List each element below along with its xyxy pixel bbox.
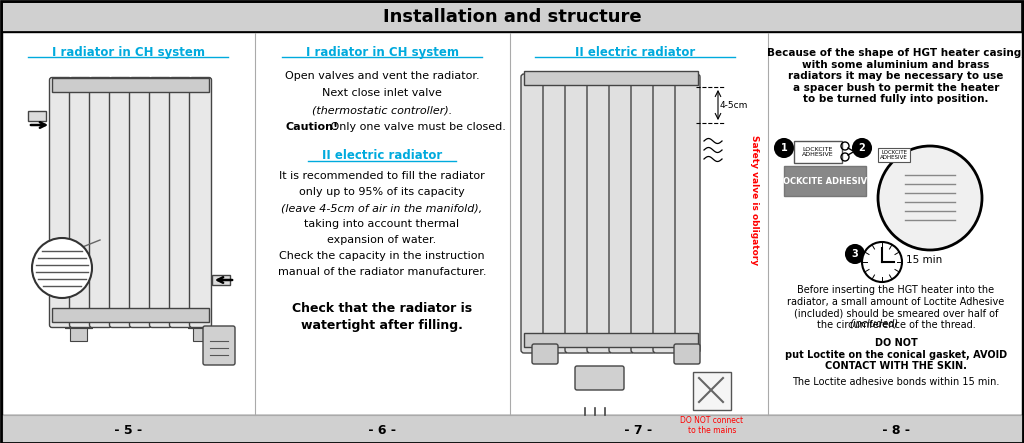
Text: - 8 -: - 8 - — [878, 424, 914, 436]
FancyBboxPatch shape — [609, 74, 634, 353]
FancyBboxPatch shape — [631, 74, 656, 353]
FancyBboxPatch shape — [70, 78, 91, 327]
FancyBboxPatch shape — [674, 344, 700, 364]
Bar — [524, 333, 698, 347]
Text: I radiator in CH system: I radiator in CH system — [51, 46, 205, 58]
Circle shape — [853, 139, 871, 157]
Text: II electric radiator: II electric radiator — [574, 46, 695, 58]
FancyBboxPatch shape — [150, 78, 171, 327]
Text: expansion of water.: expansion of water. — [328, 235, 436, 245]
Text: - 5 -: - 5 - — [110, 424, 146, 436]
Text: DO NOT connect
to the mains: DO NOT connect to the mains — [680, 416, 743, 435]
Text: - 7 -: - 7 - — [620, 424, 656, 436]
Text: DO NOT
put Loctite on the conical gasket, AVOID
CONTACT WITH THE SKIN.: DO NOT put Loctite on the conical gasket… — [785, 338, 1007, 371]
Text: Open valves and vent the radiator.: Open valves and vent the radiator. — [285, 71, 479, 81]
Text: Check that the radiator is: Check that the radiator is — [292, 302, 472, 315]
Text: It is recommended to fill the radiator: It is recommended to fill the radiator — [280, 171, 485, 181]
Bar — [794, 141, 842, 163]
Bar — [524, 71, 698, 85]
Bar — [2, 415, 1022, 443]
Text: taking into account thermal: taking into account thermal — [304, 219, 460, 229]
Text: 1: 1 — [780, 143, 787, 153]
Circle shape — [862, 242, 902, 282]
Circle shape — [32, 238, 92, 298]
Text: (thermostatic controller).: (thermostatic controller). — [312, 105, 453, 115]
Text: The Loctite adhesive bonds within 15 min.: The Loctite adhesive bonds within 15 min… — [793, 377, 999, 387]
Bar — [693, 372, 731, 410]
Text: Before inserting the HGT heater into the
radiator, a small amount of Loctite Adh: Before inserting the HGT heater into the… — [787, 285, 1005, 330]
Text: 15 min: 15 min — [906, 255, 942, 265]
Text: Because of the shape of HGT heater casing,
with some aluminium and brass
radiato: Because of the shape of HGT heater casin… — [767, 48, 1024, 105]
Bar — [2, 2, 1022, 32]
Text: (included): (included) — [850, 318, 899, 328]
Bar — [2, 32, 1022, 415]
FancyBboxPatch shape — [110, 78, 131, 327]
Text: Caution!: Caution! — [285, 122, 338, 132]
Text: 4-5cm: 4-5cm — [720, 101, 749, 109]
Bar — [52, 308, 209, 322]
FancyBboxPatch shape — [189, 78, 212, 327]
FancyBboxPatch shape — [49, 78, 72, 327]
FancyBboxPatch shape — [170, 78, 191, 327]
FancyBboxPatch shape — [587, 74, 612, 353]
Text: - 6 -: - 6 - — [364, 424, 400, 436]
Text: LOCKCITE
ADHESIVE: LOCKCITE ADHESIVE — [802, 147, 834, 157]
Text: Next close inlet valve: Next close inlet valve — [323, 88, 442, 98]
FancyBboxPatch shape — [203, 326, 234, 365]
Polygon shape — [188, 328, 215, 341]
Text: 3: 3 — [852, 249, 858, 259]
Text: Safety valve is obligatory: Safety valve is obligatory — [750, 135, 759, 265]
FancyBboxPatch shape — [532, 344, 558, 364]
FancyBboxPatch shape — [675, 74, 700, 353]
Bar — [52, 78, 209, 92]
Bar — [878, 148, 910, 162]
Text: I radiator in CH system: I radiator in CH system — [305, 46, 459, 58]
Text: watertight after filling.: watertight after filling. — [301, 319, 463, 333]
Polygon shape — [65, 328, 92, 341]
Circle shape — [846, 245, 864, 263]
Text: manual of the radiator manufacturer.: manual of the radiator manufacturer. — [278, 267, 486, 277]
FancyBboxPatch shape — [521, 74, 546, 353]
Circle shape — [878, 146, 982, 250]
FancyBboxPatch shape — [575, 366, 624, 390]
Text: Check the capacity in the instruction: Check the capacity in the instruction — [280, 251, 484, 261]
FancyBboxPatch shape — [653, 74, 678, 353]
Circle shape — [775, 139, 793, 157]
Bar — [212, 275, 230, 285]
Text: 2: 2 — [859, 143, 865, 153]
Text: LOCKCITE ADHESIVE: LOCKCITE ADHESIVE — [777, 176, 872, 186]
Text: only up to 95% of its capacity: only up to 95% of its capacity — [299, 187, 465, 197]
Bar — [28, 111, 46, 121]
FancyBboxPatch shape — [89, 78, 112, 327]
FancyBboxPatch shape — [543, 74, 568, 353]
Text: LOCKCITE
ADHESIVE: LOCKCITE ADHESIVE — [880, 150, 908, 160]
Bar — [784, 166, 866, 196]
Text: Only one valve must be closed.: Only one valve must be closed. — [327, 122, 506, 132]
FancyBboxPatch shape — [565, 74, 590, 353]
Text: II electric radiator: II electric radiator — [322, 148, 442, 162]
FancyBboxPatch shape — [129, 78, 152, 327]
Text: Installation and structure: Installation and structure — [383, 8, 641, 26]
Text: (leave 4-5cm of air in the manifold),: (leave 4-5cm of air in the manifold), — [282, 203, 482, 213]
